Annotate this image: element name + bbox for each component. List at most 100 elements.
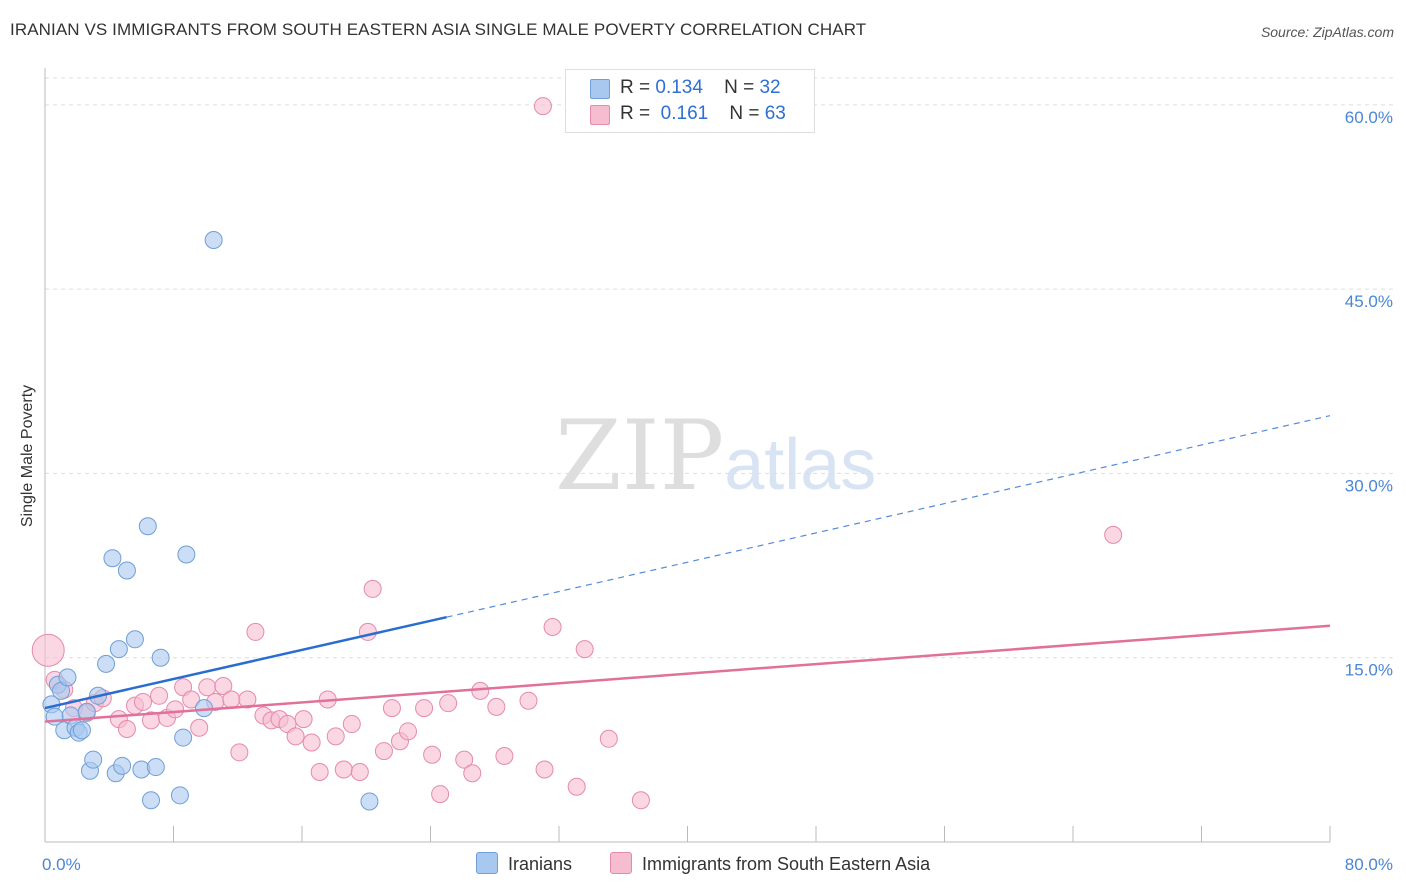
source-label: Source: ZipAtlas.com — [1260, 24, 1394, 40]
iranians-point — [113, 756, 132, 775]
immigrants-point — [358, 622, 377, 641]
watermark: ZIPatlas — [555, 400, 876, 512]
immigrants-point — [182, 690, 201, 709]
bottom-legend-label-immigrants: Immigrants from South Eastern Asia — [642, 854, 931, 874]
immigrants-point — [150, 686, 169, 705]
immigrants-point — [533, 97, 552, 116]
iranians-point — [125, 630, 144, 649]
legend-n-value-immigrants: 63 — [764, 103, 786, 124]
legend-n-value-iranians: 32 — [759, 77, 781, 98]
immigrants-point — [350, 762, 369, 781]
legend-swatch-immigrants — [590, 105, 610, 125]
immigrants-point — [519, 691, 538, 710]
immigrants-point — [214, 676, 233, 695]
x-tick-label: 0.0% — [42, 855, 81, 874]
iranians-point — [146, 758, 165, 777]
immigrants-point — [222, 690, 241, 709]
iranians-point — [58, 668, 77, 687]
immigrants-point — [567, 777, 586, 796]
points-layer — [31, 97, 1123, 811]
tick-layer: 15.0% 30.0% 45.0% 60.0% 0.0% 80.0% — [42, 108, 1393, 874]
immigrants-point — [133, 692, 152, 711]
immigrants-point — [439, 694, 458, 713]
iranians-trend-extension — [446, 415, 1331, 618]
iranians-point — [109, 640, 128, 659]
chart-title: IRANIAN VS IMMIGRANTS FROM SOUTH EASTERN… — [10, 20, 867, 39]
immigrants-point — [535, 760, 554, 779]
immigrants-point — [543, 618, 562, 636]
immigrants-point — [374, 742, 393, 761]
immigrants-point — [631, 791, 650, 810]
immigrants-point — [31, 633, 65, 667]
bottom-legend-iranians: Iranians — [476, 852, 572, 875]
iranians-point — [72, 721, 91, 740]
immigrants-point — [1104, 525, 1123, 544]
axis-layer — [44, 68, 1331, 843]
immigrants-point — [230, 743, 249, 762]
bottom-legend-swatch-immigrants — [610, 852, 632, 874]
immigrants-point — [198, 678, 217, 697]
iranians-point — [142, 791, 161, 810]
immigrants-point — [463, 764, 482, 783]
iranians-point — [103, 549, 122, 568]
immigrants-point — [310, 762, 329, 781]
immigrants-point — [471, 681, 490, 700]
immigrants-point — [363, 579, 382, 598]
immigrants-point — [302, 733, 321, 752]
legend-n-label: N = — [724, 77, 755, 98]
immigrants-point — [415, 699, 434, 718]
iranians-point — [151, 648, 170, 667]
x-tick-label: 80.0% — [1345, 855, 1393, 874]
legend-swatch-iranians — [590, 79, 610, 99]
iranians-point — [84, 750, 103, 769]
iranians-point — [117, 561, 136, 580]
iranians-point — [177, 545, 196, 564]
legend-r-label: R = — [620, 77, 651, 98]
iranians-trend-line — [44, 615, 447, 710]
watermark-zip: ZIP — [555, 400, 725, 512]
y-tick-label: 30.0% — [1345, 476, 1393, 495]
iranians-point — [360, 792, 379, 811]
immigrants-point — [190, 718, 209, 737]
trend-layer — [44, 415, 1331, 723]
immigrants-point — [399, 722, 418, 741]
immigrants-point — [166, 700, 185, 719]
bottom-legend-immigrants: Immigrants from South Eastern Asia — [610, 852, 930, 875]
immigrants-point — [334, 760, 353, 779]
immigrants-point — [342, 715, 361, 734]
legend-r-value-iranians: 0.134 — [655, 77, 703, 98]
immigrants-point — [238, 690, 257, 709]
iranians-point — [138, 517, 157, 536]
iranians-point — [204, 231, 223, 249]
immigrants-point — [431, 785, 450, 804]
grid-layer — [45, 77, 1395, 659]
bottom-legend-swatch-iranians — [476, 852, 498, 874]
immigrants-point — [286, 727, 305, 746]
iranians-point — [170, 786, 189, 805]
bottom-legend-label-iranians: Iranians — [508, 854, 573, 874]
immigrants-point — [326, 727, 345, 746]
legend-r-label: R = — [620, 103, 651, 124]
immigrants-point — [455, 750, 474, 769]
legend-r-value-immigrants: 0.161 — [660, 103, 709, 124]
immigrants-point — [599, 729, 618, 748]
immigrants-point — [495, 747, 514, 765]
immigrants-trend-line — [44, 624, 1331, 723]
immigrants-point — [487, 697, 506, 716]
immigrants-point — [382, 699, 401, 718]
legend: R = 0.134 N = 32 R = 0.161 N = 63 — [565, 69, 815, 133]
legend-n-label: N = — [729, 103, 760, 124]
watermark-atlas: atlas — [724, 425, 877, 505]
iranians-point — [174, 728, 193, 747]
immigrants-point — [117, 719, 136, 738]
y-tick-label: 45.0% — [1345, 292, 1393, 311]
iranians-point — [97, 654, 116, 673]
immigrants-point — [423, 745, 442, 764]
immigrants-point — [246, 622, 265, 641]
iranians-point — [77, 702, 96, 721]
immigrants-point — [575, 640, 594, 659]
y-tick-label: 60.0% — [1345, 108, 1393, 127]
y-tick-label: 15.0% — [1345, 661, 1393, 680]
immigrants-point — [294, 710, 313, 729]
